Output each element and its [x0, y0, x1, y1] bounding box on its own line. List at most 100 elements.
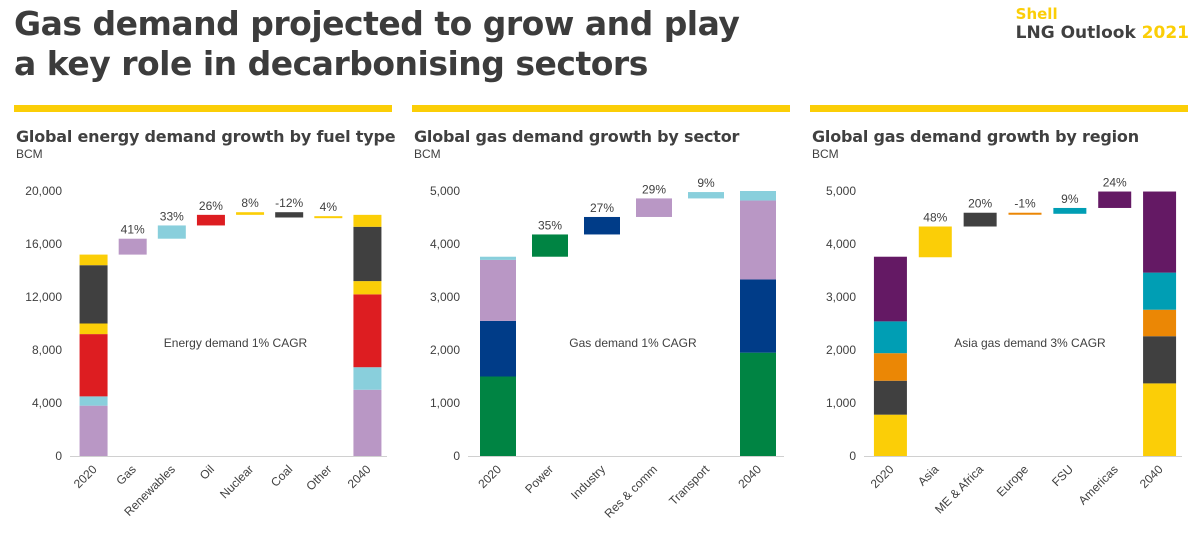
bar-segment-2040-nuclear [353, 281, 382, 295]
data-label-me-africa: 20% [968, 197, 992, 211]
x-tick-label-other: Other [303, 462, 334, 493]
bar-segment-2040-transport [740, 191, 776, 201]
data-label-coal: -12% [275, 196, 303, 210]
x-tick-label-me-africa: ME & Africa [932, 462, 986, 516]
data-label-oil: 26% [199, 199, 223, 213]
y-tick-label: 0 [849, 449, 856, 463]
waterfall-bar-gas [118, 238, 147, 255]
page-title-line-1: Gas demand projected to grow and play [14, 4, 740, 43]
data-label-gas: 41% [121, 223, 145, 237]
x-tick-label-oil: Oil [197, 462, 217, 482]
bar-segment-2020-power [480, 376, 516, 456]
waterfall-bar-other [314, 216, 343, 219]
bar-segment-2040-americas [1143, 191, 1177, 273]
bar-segment-2040-me-africa [1143, 336, 1177, 384]
x-tick-label-gas: Gas [113, 462, 138, 487]
x-tick-label-2020: 2020 [475, 462, 504, 491]
y-tick-label: 2,000 [826, 343, 856, 357]
x-tick-label-nuclear: Nuclear [217, 462, 256, 501]
bar-segment-2020-europe [873, 353, 907, 381]
x-tick-label-fsu: FSU [1049, 462, 1076, 489]
x-tick-label-2040: 2040 [1137, 462, 1166, 491]
brand-name: Shell [1015, 5, 1058, 23]
bar-segment-2040-fsu [1143, 272, 1177, 310]
chart-panel-sector: Global gas demand growth by sector BCM 0… [412, 105, 790, 533]
chart-annotation: Energy demand 1% CAGR [164, 336, 308, 350]
bar-segment-2020-transport [480, 256, 516, 260]
bar-segment-2020-coal [79, 265, 108, 324]
y-tick-label: 1,000 [826, 396, 856, 410]
y-tick-label: 1,000 [430, 396, 460, 410]
brand-logo: Shell LNG Outlook 2021 [1015, 5, 1189, 44]
waterfall-bar-fsu [1053, 207, 1087, 214]
chart-annotation: Gas demand 1% CAGR [569, 336, 697, 350]
chart-title: Global energy demand growth by fuel type [16, 127, 396, 146]
bar-segment-2020-renewables [79, 396, 108, 406]
y-tick-label: 3,000 [430, 290, 460, 304]
bar-segment-2040-gas [353, 389, 382, 456]
bar-segment-2020-res-comm [480, 259, 516, 321]
x-tick-label-europe: Europe [994, 462, 1031, 499]
bar-segment-2040-renewables [353, 367, 382, 390]
y-tick-label: 12,000 [25, 290, 62, 304]
bar-segment-2020-me-africa [873, 380, 907, 415]
data-label-industry: 27% [590, 201, 614, 215]
y-tick-label: 2,000 [430, 343, 460, 357]
y-tick-label: 16,000 [25, 237, 62, 251]
waterfall-bar-asia [918, 226, 952, 258]
waterfall-bar-coal [275, 212, 304, 218]
bar-segment-2040-asia [1143, 383, 1177, 456]
bar-segment-2020-fsu [873, 321, 907, 354]
x-tick-label-2040: 2040 [345, 462, 374, 491]
x-tick-label-2020: 2020 [71, 462, 100, 491]
chart-region: 0 1,000 2,000 3,000 4,000 5,000 48% 20% -1% 9% 24%… [826, 176, 1182, 516]
data-label-fsu: 9% [1061, 192, 1079, 206]
waterfall-bar-power [532, 234, 568, 257]
data-label-other: 4% [320, 200, 338, 214]
y-tick-label: 5,000 [430, 184, 460, 198]
waterfall-bar-industry [584, 216, 620, 235]
chart-sector: 0 1,000 2,000 3,000 4,000 5,000 35% 27% 29% 9% 202… [430, 176, 784, 521]
bar-segment-2040-europe [1143, 309, 1177, 337]
x-tick-label-asia: Asia [915, 462, 942, 489]
data-label-nuclear: 8% [241, 196, 259, 210]
bar-segment-2020-other [79, 254, 108, 266]
data-label-transport: 9% [697, 176, 715, 190]
y-tick-label: 4,000 [826, 237, 856, 251]
waterfall-bar-nuclear [236, 212, 265, 215]
chart-title: Global gas demand growth by sector [414, 127, 740, 146]
bar-segment-2020-nuclear [79, 323, 108, 335]
bar-segment-2040-power [740, 352, 776, 456]
y-tick-label: 0 [453, 449, 460, 463]
waterfall-bar-europe [1008, 212, 1042, 215]
brand-year: 2021 [1141, 23, 1189, 43]
brand-product: LNG Outlook [1015, 23, 1136, 43]
waterfall-bar-me-africa [963, 212, 997, 227]
panel-accent-bar [14, 105, 392, 112]
chart-fuel-type: 0 4,000 8,000 12,000 16,000 20,000 41% 33% 26% 8%… [25, 184, 387, 519]
bar-segment-2020-industry [480, 320, 516, 377]
x-tick-label-industry: Industry [568, 462, 608, 502]
panel-accent-bar [810, 105, 1188, 112]
waterfall-bar-renewables [157, 225, 186, 239]
chart-panel-fuel-type: Global energy demand growth by fuel type… [14, 105, 396, 533]
bar-segment-2040-industry [740, 279, 776, 353]
waterfall-bar-americas [1098, 191, 1132, 208]
chart-panel-region: Global gas demand growth by region BCM 0… [810, 105, 1188, 533]
bar-segment-2040-other [353, 214, 382, 227]
chart-title: Global gas demand growth by region [812, 127, 1139, 146]
page-title-line-2: a key role in decarbonising sectors [14, 44, 648, 83]
bar-segment-2020-gas [79, 405, 108, 456]
y-tick-label: 4,000 [32, 396, 62, 410]
bar-segment-2040-res-comm [740, 200, 776, 280]
chart-unit-label: BCM [16, 147, 43, 161]
panel-accent-bar [412, 105, 790, 112]
y-tick-label: 5,000 [826, 184, 856, 198]
x-tick-label-2040: 2040 [735, 462, 764, 491]
bar-segment-2040-oil [353, 294, 382, 368]
bar-segment-2020-americas [873, 256, 907, 322]
data-label-renewables: 33% [160, 209, 184, 223]
chart-unit-label: BCM [812, 147, 839, 161]
bar-segment-2020-asia [873, 414, 907, 456]
x-tick-label-coal: Coal [268, 462, 295, 489]
